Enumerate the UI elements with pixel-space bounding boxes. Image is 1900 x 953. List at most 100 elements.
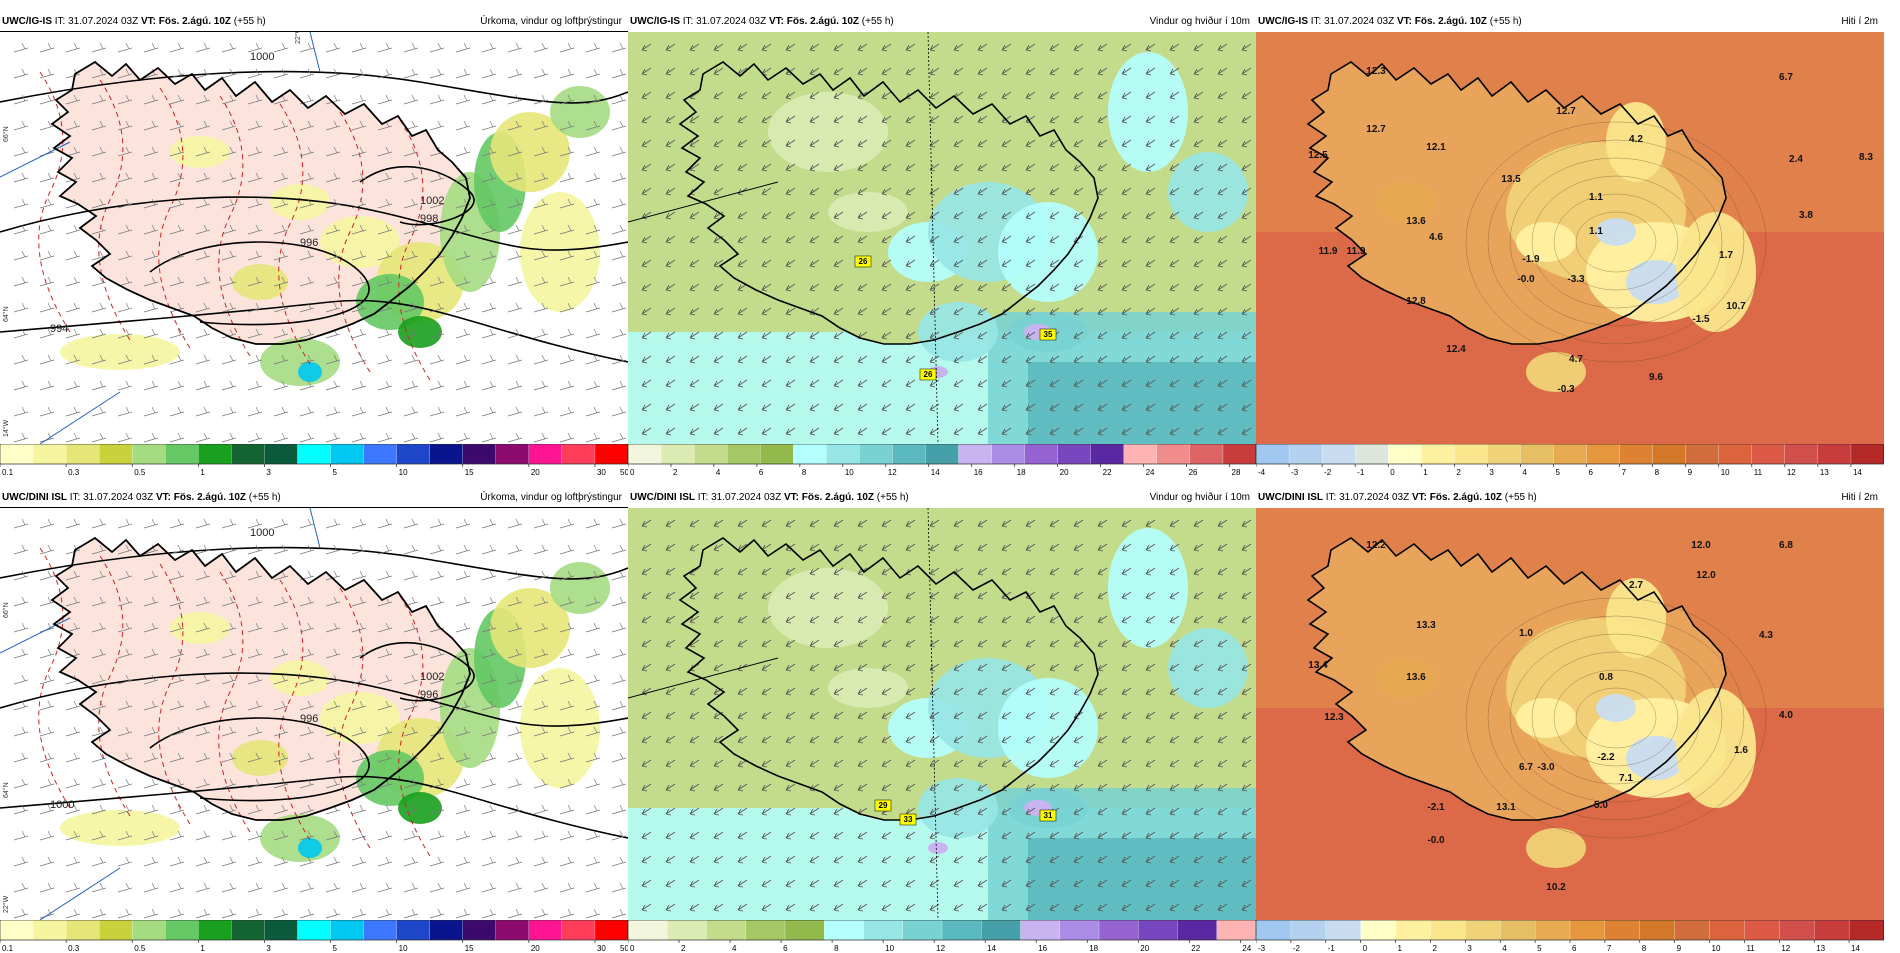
wind-barb [65,42,81,53]
wind-barb [455,302,471,313]
wind-arrow [1145,163,1156,172]
wind-barb [117,570,133,581]
colorbar-frame [0,444,628,465]
wind-barb [611,544,627,555]
gust-label: 26 [859,257,868,266]
map-area[interactable]: 29 33 31 [628,508,1256,920]
wind-arrow [857,235,868,244]
wind-arrow [1001,567,1012,576]
wind-arrow [785,163,796,172]
wind-barb [39,778,55,789]
wind-arrow [1097,591,1108,600]
wind-arrow [1073,187,1084,196]
coastline [678,61,1099,345]
wind-arrow [809,187,820,196]
wind-barb [559,726,575,737]
colorbar-label: 15 [465,468,474,477]
wind-barb [455,120,471,131]
wind-barb [13,146,29,157]
wind-barb [91,94,107,105]
wind-arrow [809,283,820,292]
colorbar-svg: -3 -2 -1 0 1 2 3 4 5 6 7 8 9 10 11 12 13 14 [1256,920,1884,953]
wind-arrow [1073,307,1084,316]
wind-barb [91,354,107,365]
temperature-value: 4.6 [1429,232,1443,243]
wind-barb [299,518,315,529]
wind-barb [117,908,133,919]
wind-arrow [1121,187,1132,196]
wind-arrow [977,567,988,576]
wind-arrow [905,211,916,220]
wind-barb [455,250,471,261]
wind-barb [91,146,107,157]
colorbar-label: 0 [630,944,635,953]
wind-arrow [1241,687,1252,696]
wind-barb [39,42,55,53]
wind-arrow [737,115,748,124]
wind-barb [585,518,601,529]
wind-barb [377,622,393,633]
colorbar-label: 0.5 [134,944,146,953]
map-area[interactable]: 12.3 6.7 11.9 12.7 12.7 12.1 4.2 12.5 13.5 2.4 8.3… [1256,32,1884,444]
wind-barb [117,856,133,867]
map-area[interactable]: 12.2 6.8 12.0 2.7 12.0 13.3 1.0 4.3 13.4 13.6 0.8 4… [1256,508,1884,920]
wind-arrow [713,615,724,624]
wind-arrow [1145,307,1156,316]
wind-arrow [833,735,844,744]
colorbar-label: 13 [1816,944,1825,953]
wind-arrow [905,235,916,244]
colorbar-label: 50 [620,468,628,477]
wind-barb [169,172,185,183]
wind-arrow [809,567,820,576]
wind-barb [455,276,471,287]
wind-barb [221,302,237,313]
wind-arrow [785,831,796,840]
valid-time-label: VT: [1411,492,1427,503]
map-area[interactable]: 1000 1002 1000 996 996 66°N 64°N 22°W [0,507,629,921]
wind-arrow [689,783,700,792]
wind-arrow [881,903,892,912]
wind-arrow [833,379,844,388]
wind-arrow [1001,43,1012,52]
lead-time: (+55 h) [861,16,894,27]
wind-barb [195,302,211,313]
wind-barb [91,172,107,183]
wind-barb [351,120,367,131]
isobar-label: 1000 [50,799,74,811]
wind-barb [91,406,107,417]
wind-arrow [713,67,724,76]
wind-barb [299,544,315,555]
isotherm-line [1575,687,1657,749]
wind-barb [91,830,107,841]
colorbar-label: 2 [1432,944,1437,953]
wind-barb [559,302,575,313]
wind-arrow [1145,187,1156,196]
wind-arrow [857,43,868,52]
wind-barb [455,544,471,555]
wind-arrow [881,567,892,576]
map-area[interactable]: 26 26 35 [628,32,1256,444]
wind-arrow [1073,639,1084,648]
wind-arrow [881,831,892,840]
wind-barb [481,674,497,685]
wind-barb [429,778,445,789]
wind-arrow [713,807,724,816]
wind-barb [39,674,55,685]
colorbar-label: 5 [1555,468,1560,477]
wind-arrow [713,903,724,912]
colorbar-label: 3 [266,944,271,953]
wind-barb [455,224,471,235]
wind-barb [429,882,445,893]
wind-barb [39,94,55,105]
wind-arrow [665,427,676,436]
wind-barb [325,856,341,867]
temperature-field [1596,694,1636,722]
map-area[interactable]: 1000 1002 994 996 998 66°N 64°N 14°W 22°W [0,31,629,445]
wind-arrow [1097,139,1108,148]
wind-arrow [1217,307,1228,316]
colorbar-swatch [1639,920,1676,941]
colorbar: -3 -2 -1 0 1 2 3 4 5 6 7 8 9 10 11 12 13 14 [1256,920,1884,953]
colorbar-swatch [1779,920,1815,941]
temperature-field [1516,222,1576,262]
gust-max-area [928,842,948,854]
